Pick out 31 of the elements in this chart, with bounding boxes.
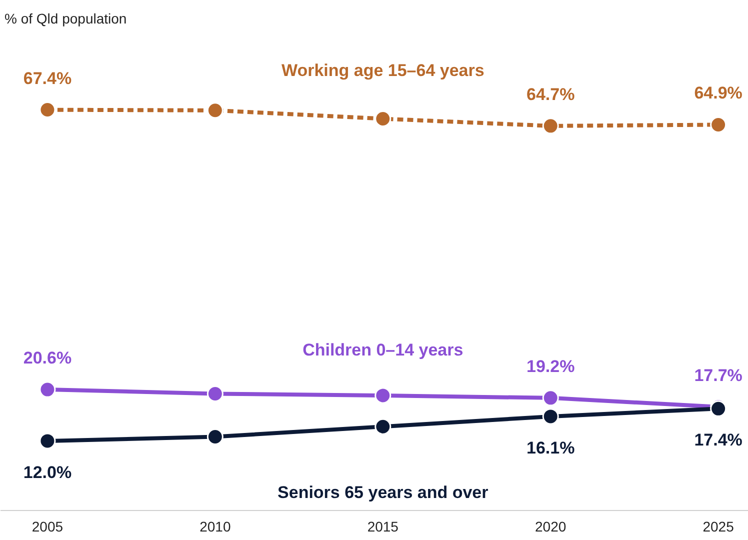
point <box>206 102 224 119</box>
x-tick-label: 2010 <box>200 518 231 534</box>
point <box>542 408 559 425</box>
data-label: 12.0% <box>23 462 72 482</box>
x-tick-label: 2015 <box>367 518 399 534</box>
data-label: 20.6% <box>23 348 72 368</box>
point <box>374 110 392 127</box>
point <box>710 116 727 133</box>
text: Seniors 65 years and over <box>278 482 489 502</box>
data-label: 16.1% <box>526 438 575 458</box>
text: % of Qld population <box>4 10 127 26</box>
series-label: Working age 15–64 years <box>281 60 484 80</box>
x-tick-label: 2025 <box>702 518 734 534</box>
data-label: 64.9% <box>694 84 742 103</box>
data-label: 64.7% <box>526 84 575 104</box>
text: Children 0–14 years <box>302 340 464 360</box>
point <box>542 118 559 134</box>
data-label: 17.4% <box>694 430 742 450</box>
point <box>39 432 56 450</box>
data-label: 67.4% <box>23 68 72 88</box>
point <box>374 418 392 435</box>
point <box>206 385 224 402</box>
point <box>206 428 224 446</box>
point <box>39 102 56 118</box>
x-tick-label: 2005 <box>32 518 64 534</box>
point <box>542 390 559 406</box>
x-tick-label: 2020 <box>535 518 566 534</box>
point <box>39 381 56 398</box>
data-label: 19.2% <box>526 356 575 376</box>
point <box>374 387 392 404</box>
data-label: 17.7% <box>694 366 742 385</box>
